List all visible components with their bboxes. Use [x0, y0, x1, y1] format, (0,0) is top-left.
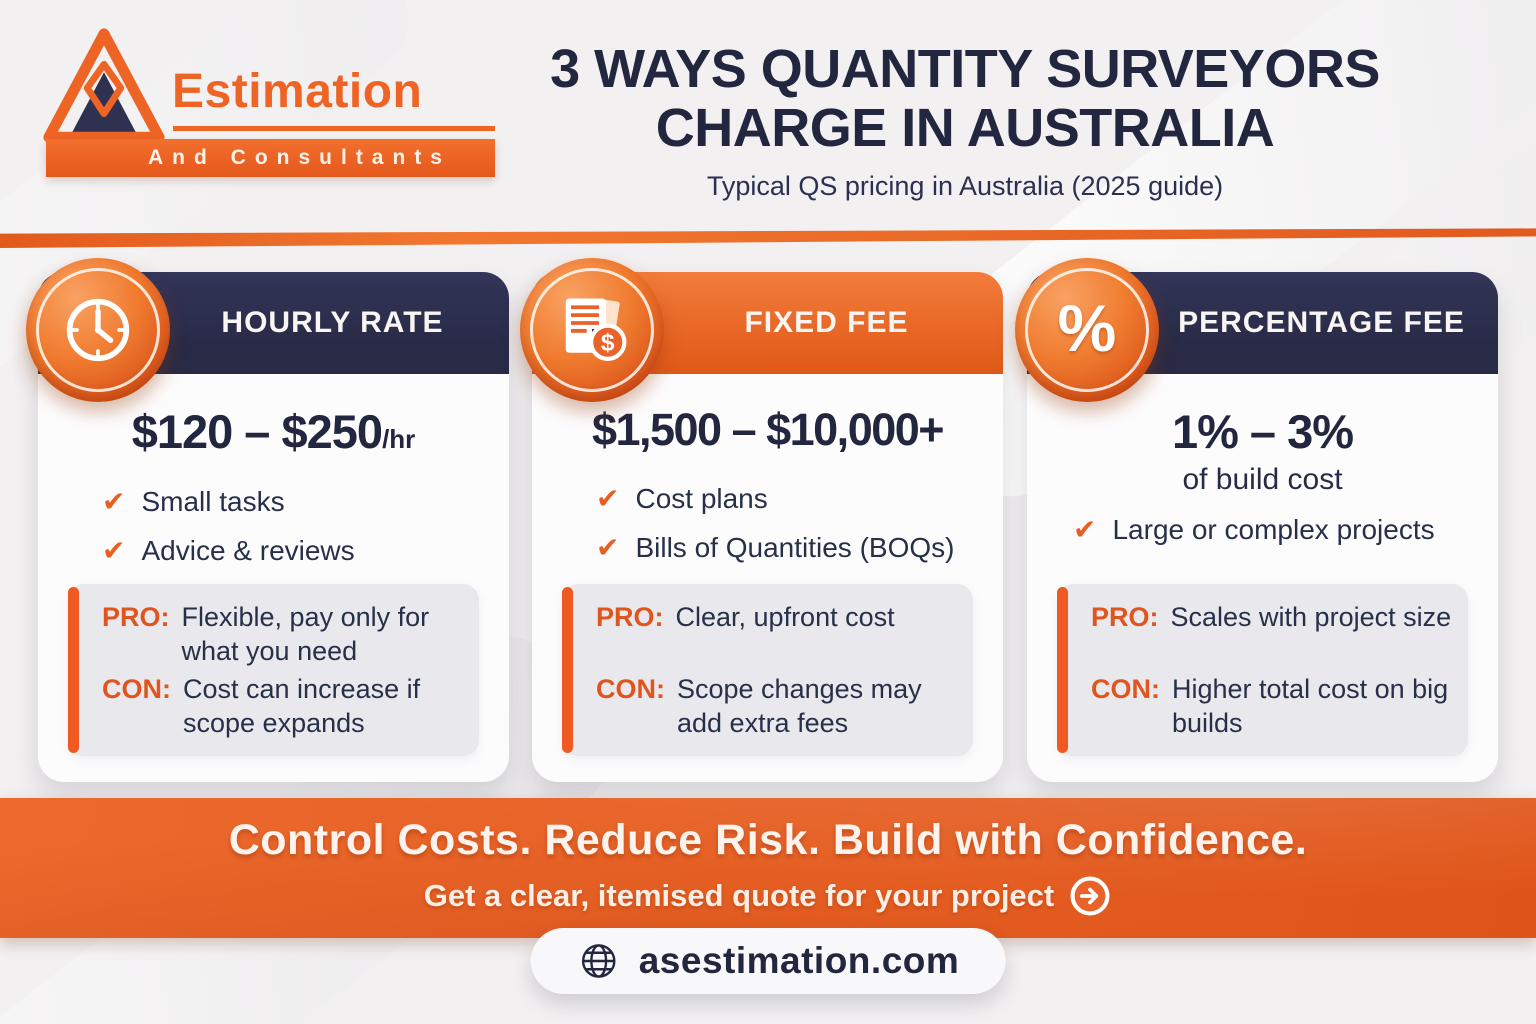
clock-badge: [26, 258, 170, 402]
page-title-line2: CHARGE IN AUSTRALIA: [655, 98, 1275, 158]
bullet-list: ✔ Cost plans ✔ Bills of Quantities (BOQs…: [532, 482, 1003, 564]
brand-tagline-bar: And Consultants: [46, 139, 495, 177]
accent-bar: [1057, 587, 1068, 753]
con-entry: CON: Higher total cost on big builds: [1091, 672, 1454, 740]
pro-con-box: PRO: Scales with project size CON: Highe…: [1057, 584, 1468, 756]
pro-entry: PRO: Scales with project size: [1091, 600, 1454, 634]
cta-banner: Control Costs. Reduce Risk. Build with C…: [0, 798, 1536, 938]
check-icon: ✔: [102, 486, 126, 517]
card-hourly-rate: HOURLY RATE $120 – $250/hr ✔ Small tasks: [26, 258, 509, 782]
title-block: 3 WAYS QUANTITY SURVEYORS CHARGE IN AUST…: [505, 40, 1425, 202]
check-icon: ✔: [102, 535, 126, 566]
accent-bar: [68, 587, 79, 753]
con-label: CON:: [596, 673, 665, 704]
card-header-label: FIXED FEE: [744, 306, 909, 339]
clock-icon: [66, 298, 130, 362]
bullet-item: ✔ Cost plans: [596, 482, 979, 515]
pro-label: PRO:: [102, 602, 170, 632]
price-note: of build cost: [1182, 463, 1343, 496]
bullet-text: Large or complex projects: [1112, 514, 1435, 545]
divider-ribbon: [0, 228, 1536, 248]
accent-bar: [562, 587, 573, 753]
card-header-label: PERCENTAGE FEE: [1178, 306, 1465, 339]
page-title-line1: 3 WAYS QUANTITY SURVEYORS: [550, 39, 1380, 99]
price-range: $120 – $250/hr: [38, 404, 509, 459]
arrow-right-circle-icon: [1070, 876, 1110, 916]
percent-icon: %: [1057, 291, 1117, 365]
con-label: CON:: [102, 673, 171, 704]
con-entry: CON: Cost can increase if scope expands: [102, 672, 465, 740]
invoice-badge: $: [520, 258, 664, 402]
bullet-text: Advice & reviews: [141, 535, 355, 566]
brand-name: Estimation: [172, 65, 423, 118]
brand-tagline: And Consultants: [148, 146, 451, 169]
check-icon: ✔: [1073, 514, 1097, 545]
bullet-item: ✔ Advice & reviews: [102, 534, 485, 567]
pro-con-box: PRO: Flexible, pay only for what you nee…: [68, 584, 479, 756]
pro-text: Flexible, pay only for what you need: [181, 602, 430, 667]
con-text: Scope changes may add extra fees: [677, 673, 922, 738]
cta-link[interactable]: Get a clear, itemised quote for your pro…: [0, 874, 1536, 918]
bullet-text: Small tasks: [141, 486, 285, 517]
bullet-item: ✔ Bills of Quantities (BOQs): [596, 531, 979, 564]
card-fixed-fee: FIXED FEE $ $1,500 – $10,000+ ✔ Cost pla…: [520, 258, 1003, 782]
website-pill[interactable]: asestimation.com: [530, 928, 1006, 994]
brand-underline: [173, 126, 495, 131]
bullet-item: ✔ Large or complex projects: [1073, 513, 1474, 546]
price-value: $1,500 – $10,000+: [591, 404, 945, 455]
cta-text: Get a clear, itemised quote for your pro…: [423, 878, 1055, 913]
website-url: asestimation.com: [638, 940, 960, 981]
check-icon: ✔: [596, 483, 620, 514]
card-percentage-fee: PERCENTAGE FEE % 1% – 3% of build cost ✔…: [1015, 258, 1498, 782]
card-header-label: HOURLY RATE: [221, 306, 444, 339]
price-suffix: /hr: [382, 424, 416, 454]
pro-text: Clear, upfront cost: [675, 602, 895, 632]
svg-text:$: $: [601, 330, 615, 357]
invoice-dollar-icon: $: [565, 298, 627, 361]
percent-badge: %: [1015, 258, 1159, 402]
pro-label: PRO:: [1091, 602, 1159, 632]
bullet-text: Bills of Quantities (BOQs): [635, 532, 955, 563]
con-text: Cost can increase if scope expands: [183, 673, 421, 738]
con-entry: CON: Scope changes may add extra fees: [596, 672, 959, 740]
con-text: Higher total cost on big builds: [1172, 673, 1449, 738]
bullet-list: ✔ Large or complex projects: [1027, 513, 1498, 546]
bullet-list: ✔ Small tasks ✔ Advice & reviews: [38, 485, 509, 567]
price-range: 1% – 3%: [1027, 404, 1498, 459]
pro-text: Scales with project size: [1170, 602, 1452, 632]
page-subtitle: Typical QS pricing in Australia (2025 gu…: [706, 171, 1224, 201]
brand-header: Estimation And Consultants: [40, 22, 510, 194]
bullet-text: Cost plans: [635, 483, 768, 514]
globe-icon: [581, 944, 616, 978]
price-range: $1,500 – $10,000+: [532, 404, 1003, 456]
pro-con-box: PRO: Clear, upfront cost CON: Scope chan…: [562, 584, 973, 756]
triangle-a-logo-icon: [43, 28, 165, 143]
pro-entry: PRO: Clear, upfront cost: [596, 600, 959, 634]
check-icon: ✔: [596, 532, 620, 563]
bullet-item: ✔ Small tasks: [102, 485, 485, 518]
pro-label: PRO:: [596, 602, 664, 632]
banner-headline: Control Costs. Reduce Risk. Build with C…: [228, 816, 1308, 864]
price-value: $120 – $250: [131, 405, 383, 458]
price-value: 1% – 3%: [1171, 405, 1354, 458]
pro-entry: PRO: Flexible, pay only for what you nee…: [102, 600, 465, 668]
con-label: CON:: [1091, 673, 1160, 704]
